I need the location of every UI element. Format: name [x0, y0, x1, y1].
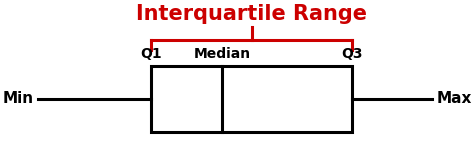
Text: Interquartile Range: Interquartile Range: [136, 4, 367, 24]
Text: Q3: Q3: [342, 47, 363, 61]
Text: Max: Max: [436, 91, 472, 106]
Bar: [151, 66, 352, 132]
Text: Median: Median: [194, 47, 251, 61]
Text: Q1: Q1: [140, 47, 162, 61]
Text: Min: Min: [2, 91, 34, 106]
